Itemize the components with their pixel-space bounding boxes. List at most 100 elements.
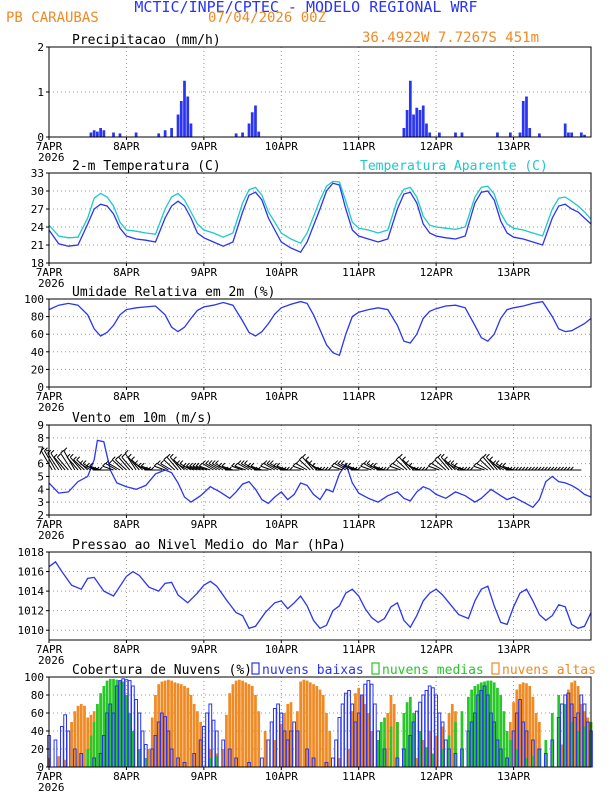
series-line-1 [48, 180, 592, 245]
y-tick-label: 20 [31, 363, 44, 376]
y-tick-label: 2 [37, 509, 44, 522]
station-coordinates: 36.4922W 7.7267S 451m [362, 30, 540, 46]
y-tick-label: 4 [37, 483, 44, 496]
wind-barb [247, 465, 259, 471]
bar-nuvens-altas [250, 686, 254, 767]
bar-nuvens-medias [505, 731, 509, 767]
bar-precip [570, 132, 574, 137]
wind-barb [234, 465, 246, 471]
bar-nuvens-altas [428, 731, 432, 767]
wind-barb-feather [331, 462, 335, 467]
wind-barb [47, 453, 60, 471]
bar-precip [163, 130, 167, 137]
wind-barb [163, 459, 176, 471]
bar-nuvens-altas [57, 756, 61, 767]
wind-barb-feather [395, 456, 400, 461]
bar-nuvens-altas [450, 704, 454, 767]
bar-nuvens-medias [137, 749, 141, 767]
bar-nuvens-altas [273, 740, 277, 767]
x-tick-label: 7APR [36, 390, 63, 403]
wind-barb-feather [82, 460, 87, 464]
bar-nuvens-medias [531, 756, 535, 767]
bar-nuvens-altas [70, 722, 73, 767]
bar-nuvens-altas [350, 711, 354, 767]
x-tick-label: 9APR [191, 140, 218, 153]
bar-nuvens-medias [460, 711, 464, 767]
bar-nuvens-altas [163, 680, 167, 767]
wind-barb [124, 453, 137, 471]
x-tick-label: 13APR [497, 390, 530, 403]
x-tick-label: 8APR [113, 643, 140, 656]
bar-nuvens-baixas [340, 703, 345, 768]
wind-barb-feather [373, 462, 377, 467]
bar-nuvens-altas [296, 711, 299, 767]
chart-main-title: MCTIC/INPE/CPTEC - MODELO REGIONAL WRF [134, 0, 478, 16]
x-tick-label: 8APR [113, 390, 140, 403]
wind-barb [360, 465, 372, 471]
wind-barb-feather [502, 462, 506, 467]
x-tick-label: 12APR [420, 643, 453, 656]
y-tick-label: 100 [24, 293, 44, 306]
bar-nuvens-altas [579, 704, 583, 767]
wind-barb-feather [466, 466, 471, 471]
bar-nuvens-altas [157, 684, 161, 767]
y-tick-label: 21 [31, 239, 44, 252]
bar-nuvens-altas [244, 682, 248, 767]
wind-barb [73, 459, 85, 471]
y-tick-label: 1014 [18, 585, 45, 598]
bar-nuvens-baixas [266, 739, 271, 768]
wind-barb [231, 465, 243, 471]
wind-barb-feather [260, 462, 264, 467]
bar-nuvens-altas [299, 681, 303, 767]
bar-precip [170, 128, 173, 137]
bar-precip [437, 132, 441, 137]
run-date: 07/04/2026 00Z [208, 10, 327, 26]
wind-barb [476, 463, 489, 471]
bar-precip [92, 130, 96, 137]
x-tick-label: 7APR [36, 266, 63, 279]
bar-nuvens-altas [83, 705, 86, 767]
wind-barb [153, 465, 166, 471]
wind-barb [79, 463, 92, 471]
wind-barb-feather [318, 466, 323, 471]
wind-barb-feather [137, 462, 142, 467]
wind-barb-feather [563, 466, 568, 471]
bar-nuvens-medias [128, 713, 132, 767]
bar-precip [176, 114, 180, 137]
bar-nuvens-medias [379, 722, 383, 767]
wind-barb-feather [534, 466, 539, 471]
wind-barb [492, 463, 505, 471]
bar-nuvens-baixas [372, 703, 377, 768]
wind-barb [108, 463, 121, 471]
bar-precip [254, 105, 257, 137]
x-tick-label: 7APR [36, 140, 63, 153]
y-tick-label: 60 [31, 707, 44, 720]
wind-barb-feather [450, 460, 455, 464]
bar-nuvens-baixas [343, 692, 348, 768]
y-tick-label: 3 [37, 496, 44, 509]
bar-nuvens-altas [573, 680, 577, 767]
wind-barb-feather [76, 456, 81, 461]
bar-nuvens-altas [528, 686, 532, 767]
wind-barb [479, 459, 492, 471]
wind-barb-feather [60, 449, 64, 454]
wind-barb-feather [424, 466, 429, 471]
panel-title: Umidade Relativa em 2m (%) [72, 285, 276, 300]
bar-nuvens-medias [476, 684, 480, 767]
bar-nuvens-altas [347, 749, 351, 767]
bar-precip [241, 132, 244, 137]
bar-nuvens-altas [221, 749, 225, 767]
x-tick-label: 11APR [342, 518, 375, 531]
bar-nuvens-altas [538, 722, 541, 767]
wind-barb [392, 463, 405, 471]
bar-nuvens-medias [408, 696, 412, 767]
wind-barb-feather [511, 466, 516, 471]
wind-barb [137, 465, 150, 471]
bar-nuvens-medias [454, 722, 457, 767]
wind-barb-feather [40, 447, 45, 452]
wind-barb-feather [198, 462, 203, 467]
x-tick-label: 8APR [113, 770, 140, 783]
x-tick-label: 7APR [36, 518, 63, 531]
y-tick-label: 1012 [18, 605, 45, 618]
wind-barb-feather [224, 466, 229, 471]
